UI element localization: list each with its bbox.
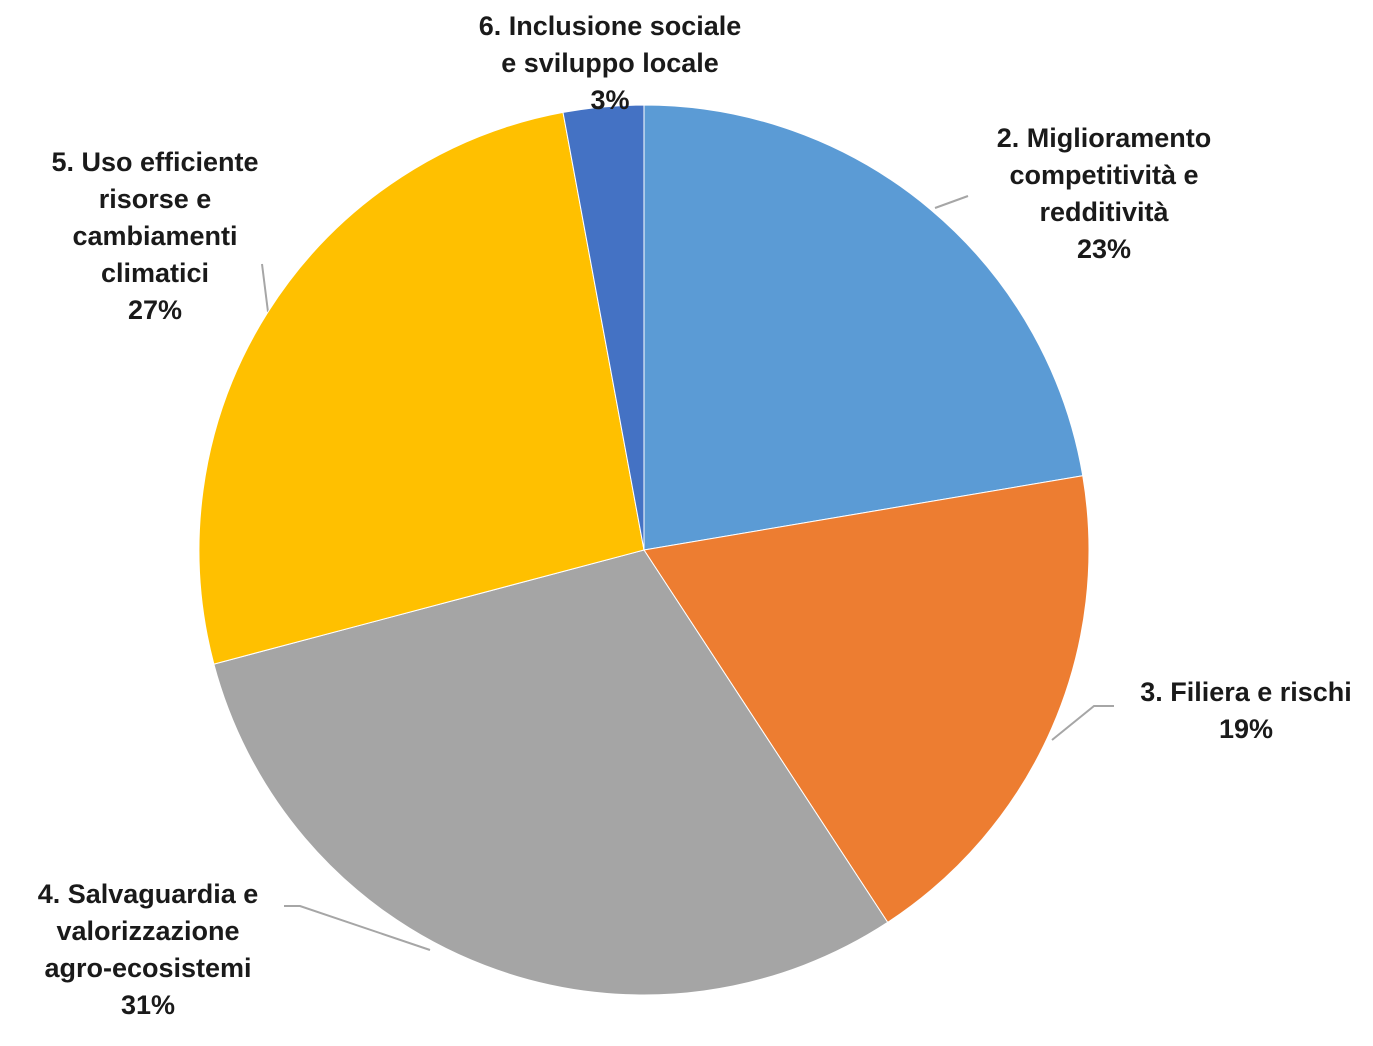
slice-percent: 3% xyxy=(590,85,630,115)
leader-lines xyxy=(261,195,1114,951)
slice-percent: 27% xyxy=(127,295,183,325)
leader-line-3-filiera-e-rischi xyxy=(1051,705,1114,741)
leader-line-5-uso-efficiente xyxy=(261,263,269,313)
slice-label-line: valorizzazione xyxy=(56,916,240,946)
slice-label-uso-efficiente: 5. Uso efficiente risorse e cambiamenti … xyxy=(20,144,290,329)
slice-label-filiera: 3. Filiera e rischi 19% xyxy=(1120,674,1372,748)
slice-label-salvaguardia: 4. Salvaguardia e valorizzazione agro-ec… xyxy=(12,876,284,1024)
slice-percent: 23% xyxy=(1076,234,1132,264)
slice-label-line: 6. Inclusione sociale xyxy=(478,11,742,41)
pie-slice-3-filiera-e-rischi xyxy=(643,475,1090,924)
slice-label-line: 5. Uso efficiente xyxy=(51,147,259,177)
slice-label-line: 2. Miglioramento xyxy=(996,123,1212,153)
slice-label-line: 3. Filiera e rischi xyxy=(1140,677,1352,707)
pie-slice-6-inclusione-sociale xyxy=(562,104,645,551)
pie-slices xyxy=(198,104,1090,996)
slice-label-line: 4. Salvaguardia e xyxy=(37,879,259,909)
pie-slice-5-uso-efficiente xyxy=(198,111,645,665)
slice-label-line: climatici xyxy=(100,258,210,288)
slice-label-miglioramento: 2. Miglioramento competitività e redditi… xyxy=(973,120,1235,268)
pie-slice-4-salvaguardia-e xyxy=(213,549,889,996)
slice-label-line: agro-ecosistemi xyxy=(44,953,252,983)
slice-label-line: competitività e xyxy=(1009,160,1199,190)
slice-label-line: cambiamenti xyxy=(72,221,238,251)
leader-line-4-salvaguardia-e xyxy=(284,905,431,951)
slice-percent: 19% xyxy=(1218,714,1274,744)
slice-label-inclusione: 6. Inclusione sociale e sviluppo locale … xyxy=(445,8,775,119)
slice-label-line: risorse e xyxy=(98,184,212,214)
slice-label-line: e sviluppo locale xyxy=(501,48,719,78)
slice-label-line: redditività xyxy=(1039,197,1169,227)
pie-slice-2-miglioramento xyxy=(643,104,1084,551)
slice-percent: 31% xyxy=(120,990,176,1020)
leader-line-2-miglioramento xyxy=(934,195,969,209)
